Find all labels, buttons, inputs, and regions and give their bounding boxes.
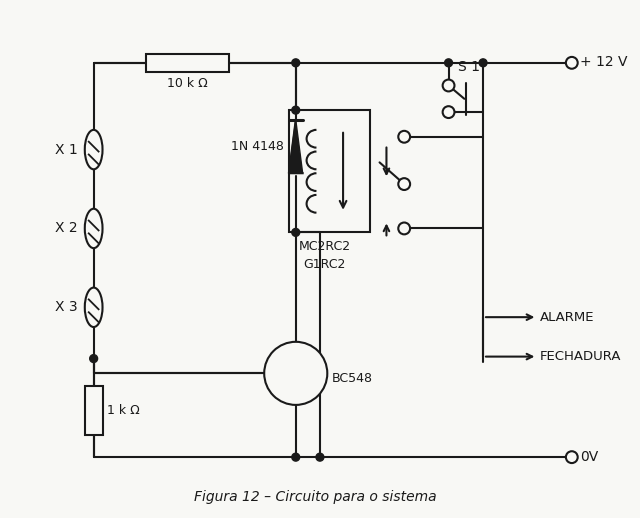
Circle shape <box>398 178 410 190</box>
Circle shape <box>292 59 300 67</box>
Text: FECHADURA: FECHADURA <box>540 350 621 363</box>
Circle shape <box>292 228 300 236</box>
Text: ALARME: ALARME <box>540 311 595 324</box>
Circle shape <box>398 131 410 142</box>
Bar <box>146 54 228 71</box>
Circle shape <box>316 453 324 461</box>
Text: X 3: X 3 <box>55 300 78 314</box>
Circle shape <box>443 106 454 118</box>
Circle shape <box>443 80 454 91</box>
Circle shape <box>264 342 327 405</box>
Bar <box>84 386 102 436</box>
Text: Figura 12 – Circuito para o sistema: Figura 12 – Circuito para o sistema <box>194 490 436 503</box>
Ellipse shape <box>84 287 102 327</box>
Ellipse shape <box>84 130 102 169</box>
Text: BC548: BC548 <box>332 372 373 385</box>
Circle shape <box>479 59 487 67</box>
Text: + 12 V: + 12 V <box>580 55 627 69</box>
Circle shape <box>566 451 578 463</box>
Text: 10 k Ω: 10 k Ω <box>167 77 208 90</box>
Circle shape <box>90 355 97 363</box>
Text: MC2RC2
G1RC2: MC2RC2 G1RC2 <box>298 240 351 271</box>
Text: S 1: S 1 <box>458 60 481 74</box>
Circle shape <box>398 223 410 234</box>
Text: 1 k Ω: 1 k Ω <box>108 405 140 418</box>
Ellipse shape <box>84 209 102 248</box>
Bar <box>289 110 370 233</box>
Circle shape <box>566 57 578 69</box>
Polygon shape <box>289 120 303 173</box>
Circle shape <box>445 59 452 67</box>
Text: X 2: X 2 <box>55 221 78 236</box>
Text: X 1: X 1 <box>55 142 78 156</box>
Text: 1N 4148: 1N 4148 <box>231 140 284 153</box>
Text: 0V: 0V <box>580 450 598 464</box>
Circle shape <box>292 453 300 461</box>
Circle shape <box>292 106 300 114</box>
